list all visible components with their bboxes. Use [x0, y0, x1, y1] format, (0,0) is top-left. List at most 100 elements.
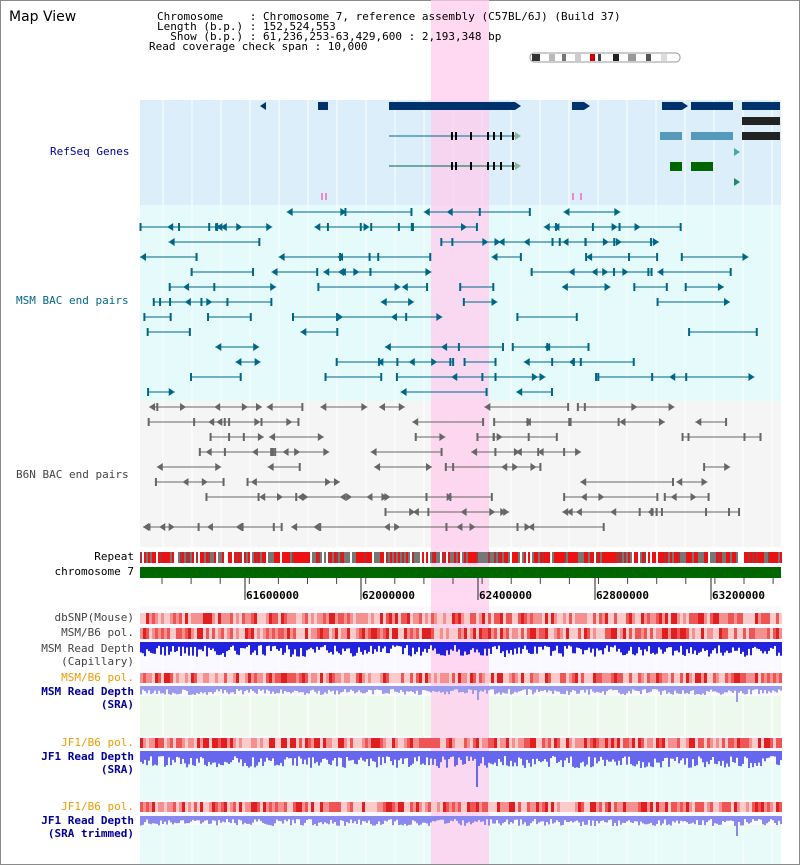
msm-depth-sra-bar	[394, 686, 396, 692]
feature-arrow	[361, 403, 368, 411]
msm-depth-sra-bar	[376, 686, 378, 690]
msm-depth-sra-bar	[336, 686, 338, 691]
jf1-depth-sra-bar	[672, 751, 674, 759]
repeat-segment	[544, 552, 546, 563]
jf1-depth-trim-bar	[408, 816, 410, 825]
jf1-pol-strip	[620, 738, 623, 748]
msm-pol-sra-strip	[422, 673, 425, 683]
jf1-depth-sra-bar	[568, 751, 570, 763]
jf1-depth-trim-bar	[612, 816, 614, 826]
jf1-depth-sra-bar	[246, 751, 248, 766]
dbsnp-strip	[335, 613, 338, 624]
repeat-segment	[272, 552, 274, 563]
feature-arrow	[498, 238, 505, 246]
msm-pol-strip	[200, 628, 203, 639]
jf1-depth-trim-bar	[272, 816, 274, 826]
msm-pol-sra-strip	[557, 673, 560, 683]
msm-pol-sra-strip	[395, 673, 398, 683]
msm-pol-strip	[248, 628, 251, 639]
repeat-segment	[414, 552, 416, 563]
jf1-pol-2-strip	[311, 802, 314, 812]
dbsnp-strip	[200, 613, 203, 624]
msm-depth-sra-bar	[750, 686, 752, 695]
jf1-pol-strip	[263, 738, 266, 748]
msm-depth-cap-bar	[418, 642, 420, 648]
jf1-depth-trim-bar	[260, 816, 262, 822]
repeat-segment	[220, 552, 222, 563]
repeat-segment	[660, 552, 662, 563]
jf1-depth-sra-bar	[154, 751, 156, 765]
msm-pol-strip	[170, 628, 173, 639]
dbsnp-strip	[266, 613, 269, 624]
repeat-segment	[754, 552, 756, 563]
msm-depth-cap-bar	[482, 642, 484, 656]
repeat-segment	[732, 552, 734, 563]
msm-depth-cap-bar	[190, 642, 192, 648]
jf1-depth-sra-bar	[300, 751, 302, 759]
jf1-depth-sra-bar	[716, 751, 718, 765]
msm-depth-cap-bar	[436, 642, 438, 654]
msm-depth-cap-bar	[684, 642, 686, 656]
jf1-pol-2-strip	[527, 802, 530, 812]
msm-depth-sra-bar	[616, 686, 618, 690]
msm-depth-cap-bar	[420, 642, 422, 656]
jf1-depth-trim-bar	[634, 816, 636, 822]
msm-depth-cap-bar	[756, 642, 758, 649]
repeat-segment	[598, 552, 600, 563]
repeat-segment	[654, 552, 656, 563]
dbsnp-strip	[770, 613, 773, 624]
repeat-segment	[578, 552, 580, 563]
msm-pol-strip	[647, 628, 650, 639]
dbsnp-strip	[617, 613, 620, 624]
jf1-depth-trim-bar	[150, 816, 152, 825]
jf1-depth-trim-bar	[540, 816, 542, 822]
ideogram-band	[661, 54, 667, 61]
map-view-title: Map View	[9, 9, 77, 25]
feature-arrow	[201, 478, 208, 486]
jf1-depth-sra-bar	[726, 751, 728, 764]
msm-depth-sra-bar	[588, 686, 590, 695]
dbsnp-strip	[644, 613, 647, 624]
selection-highlight	[431, 0, 489, 864]
msm-depth-sra-bar	[298, 686, 300, 693]
msm-pol-strip	[464, 628, 467, 639]
msm-depth-cap-bar	[282, 642, 284, 655]
msm-depth-sra-bar	[630, 686, 632, 694]
msm-pol-strip	[587, 628, 590, 639]
msm-pol-strip	[635, 628, 638, 639]
msm-pol-sra-strip	[476, 673, 479, 683]
jf1-pol-strip	[647, 738, 650, 748]
msm-pol-sra-strip	[272, 673, 275, 683]
repeat-segment	[470, 552, 472, 563]
msm-depth-sra-bar	[366, 686, 368, 692]
jf1-pol-2-strip	[647, 802, 650, 812]
dbsnp-strip	[236, 613, 239, 624]
jf1-pol-2-strip	[578, 802, 581, 812]
msm-depth-cap-bar	[452, 642, 454, 651]
repeat-segment	[448, 552, 450, 563]
msm-depth-cap-bar	[222, 642, 224, 654]
msm-depth-sra-bar	[462, 686, 464, 692]
msm-depth-cap-bar	[478, 642, 480, 653]
jf1-depth-trim-bar	[376, 816, 378, 825]
jf1-depth-sra-bar	[712, 751, 714, 757]
jf1-depth-sra-bar	[230, 751, 232, 763]
jf1-pol-2-strip	[458, 802, 461, 812]
dbsnp-strip	[632, 613, 635, 624]
repeat-segment	[432, 552, 434, 563]
msm-pol-strip	[560, 628, 563, 639]
jf1-pol-strip	[335, 738, 338, 748]
msm-pol-strip	[497, 628, 500, 639]
msm-depth-cap-bar	[144, 642, 146, 657]
dbsnp-label: dbSNP(Mouse)	[54, 611, 134, 624]
jf1-depth-sra-bar	[570, 751, 572, 757]
repeat-segment	[310, 552, 312, 563]
msm-pol-strip	[605, 628, 608, 639]
msm-pol-strip	[266, 628, 269, 639]
repeat-segment	[636, 552, 638, 563]
repeat-segment	[238, 552, 240, 563]
feature-arrow	[515, 132, 521, 140]
jf1-pol-2-strip	[704, 802, 707, 812]
msm-depth-cap-bar	[736, 642, 738, 651]
